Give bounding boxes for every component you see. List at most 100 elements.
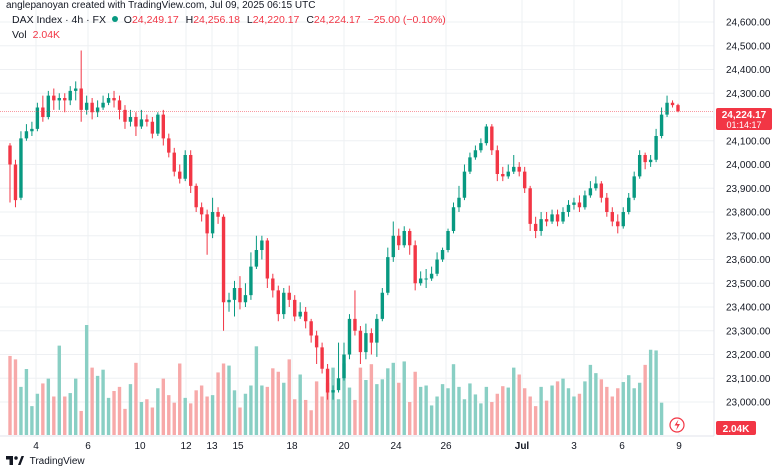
volume-bar — [57, 345, 61, 435]
volume-bar — [183, 397, 187, 435]
time-tick-label: 18 — [286, 441, 298, 452]
volume-bar — [35, 393, 40, 435]
candle-body — [440, 250, 445, 260]
price-tick-label: 23,800.00 — [726, 208, 771, 219]
brand-footer[interactable]: TradingView — [6, 456, 85, 467]
volume-bar — [254, 346, 259, 435]
price-tick-label: 23,100.00 — [726, 374, 771, 385]
price-tick-label: 23,500.00 — [726, 279, 771, 290]
candle-body — [418, 278, 423, 284]
candles — [8, 50, 680, 400]
volume-bar — [287, 359, 291, 435]
volume-bar — [265, 386, 270, 435]
high-label: H — [185, 14, 194, 26]
symbol-name[interactable]: DAX Index · 4h · FX — [12, 14, 106, 26]
volume-bar — [484, 386, 489, 435]
candle-body — [178, 171, 182, 179]
volume-bar — [117, 386, 122, 435]
volume-bar — [8, 355, 12, 435]
volume-bar — [577, 393, 582, 435]
candle-body — [145, 119, 149, 122]
volume-label: Vol — [12, 29, 27, 41]
candle-body — [128, 117, 133, 122]
candle-body — [101, 102, 105, 108]
volume-bar — [178, 363, 182, 435]
volume-bar — [282, 382, 286, 435]
candle-body — [19, 138, 23, 198]
volume-bar — [594, 373, 598, 435]
candle-body — [544, 219, 549, 222]
volume-bar — [364, 380, 368, 435]
candle-body — [46, 95, 51, 117]
tradingview-logo-icon — [6, 456, 24, 465]
candle-body — [249, 266, 253, 296]
price-tick-label: 23,400.00 — [726, 303, 771, 314]
volume-bar — [276, 371, 280, 435]
volume-bar — [188, 403, 193, 435]
volume-bar — [435, 396, 439, 435]
volume-bar — [512, 367, 516, 435]
volume-bar — [555, 381, 560, 435]
candle-body — [408, 231, 412, 246]
volume-bar — [375, 384, 379, 435]
time-tick-label: 12 — [180, 441, 192, 452]
volume-bar — [63, 396, 67, 435]
price-tick-label: 24,100.00 — [726, 136, 771, 147]
time-tick-label: 3 — [571, 441, 577, 452]
low-value: 24,220.17 — [252, 14, 300, 26]
candle-body — [276, 290, 280, 315]
close-label: C — [306, 14, 314, 26]
candle-body — [364, 333, 368, 353]
volume-bar — [424, 385, 428, 435]
time-tick-label: Jul — [515, 441, 530, 452]
candle-body — [331, 390, 335, 393]
volume-bar — [599, 379, 604, 435]
price-tick-label: 24,500.00 — [726, 41, 771, 52]
volume-bar — [128, 384, 133, 435]
candle-body — [627, 197, 631, 212]
volume-bar — [391, 362, 395, 435]
last-price-badge: 24,224.17 01:14:17 — [716, 108, 772, 130]
volume-bar — [610, 396, 614, 435]
volume-bar — [479, 403, 483, 435]
time-tick-label: 13 — [206, 441, 218, 452]
volume-bar — [74, 378, 78, 435]
candle-body — [386, 257, 390, 293]
candle-body — [588, 188, 593, 196]
volume-bar — [298, 374, 302, 435]
candle-body — [599, 183, 604, 198]
candle-body — [68, 90, 72, 101]
candle-body — [654, 136, 658, 160]
candle-body — [424, 278, 428, 280]
candle-body — [435, 259, 439, 274]
price-axis[interactable]: 24,600.0024,500.0024,400.0024,300.0024,2… — [726, 18, 771, 409]
lightning-icon[interactable] — [669, 417, 685, 433]
candle-body — [320, 347, 324, 369]
candle-body — [84, 102, 89, 110]
volume-bar — [643, 364, 647, 435]
volume-bar — [84, 325, 89, 435]
volume-bar — [506, 387, 510, 435]
volume-bar — [517, 374, 521, 435]
candle-body — [293, 299, 297, 317]
candle-body — [238, 288, 242, 303]
candle-body — [41, 107, 45, 117]
candle-body — [594, 183, 598, 189]
high-value: 24,256.18 — [193, 14, 240, 26]
candle-body — [512, 166, 516, 172]
volume-bar — [30, 406, 34, 435]
volume-badge: 2.04K — [716, 421, 756, 435]
volume-bar — [654, 350, 658, 435]
volume-bar — [446, 388, 450, 435]
volume-bar — [216, 372, 220, 435]
volume-bar — [293, 399, 297, 435]
status-dot — [111, 16, 118, 22]
time-axis[interactable]: 4 6 10 12 13 15 18 20 24 26 Jul 3 6 9 — [33, 441, 682, 452]
candle-body — [221, 216, 226, 303]
candle-body — [30, 128, 34, 132]
candle-body — [265, 240, 270, 279]
volume-bar — [309, 410, 313, 435]
volume-bar — [413, 371, 417, 435]
candle-body — [397, 235, 401, 246]
